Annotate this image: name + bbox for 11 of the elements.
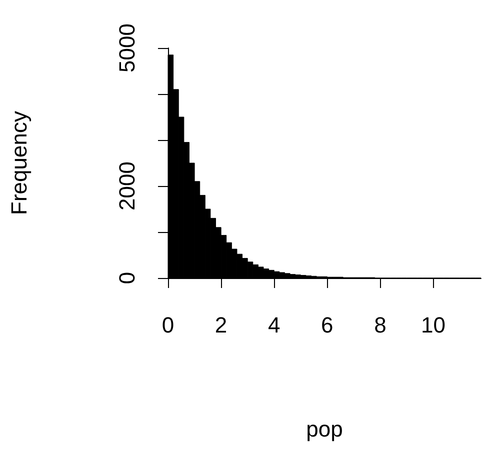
x-tick-label: 6 <box>321 312 334 338</box>
x-tick-label: 8 <box>374 312 386 338</box>
y-tick-label: 5000 <box>114 24 140 72</box>
y-axis-title: Frequency <box>6 111 32 215</box>
x-tick-label: 4 <box>268 312 280 338</box>
x-tick-label: 2 <box>214 312 228 338</box>
x-tick-label: 10 <box>421 312 446 338</box>
x-axis-title: pop <box>306 416 343 442</box>
x-tick-label: 0 <box>162 312 174 338</box>
y-tick-label: 0 <box>114 272 140 284</box>
y-tick-label: 2000 <box>114 162 140 210</box>
